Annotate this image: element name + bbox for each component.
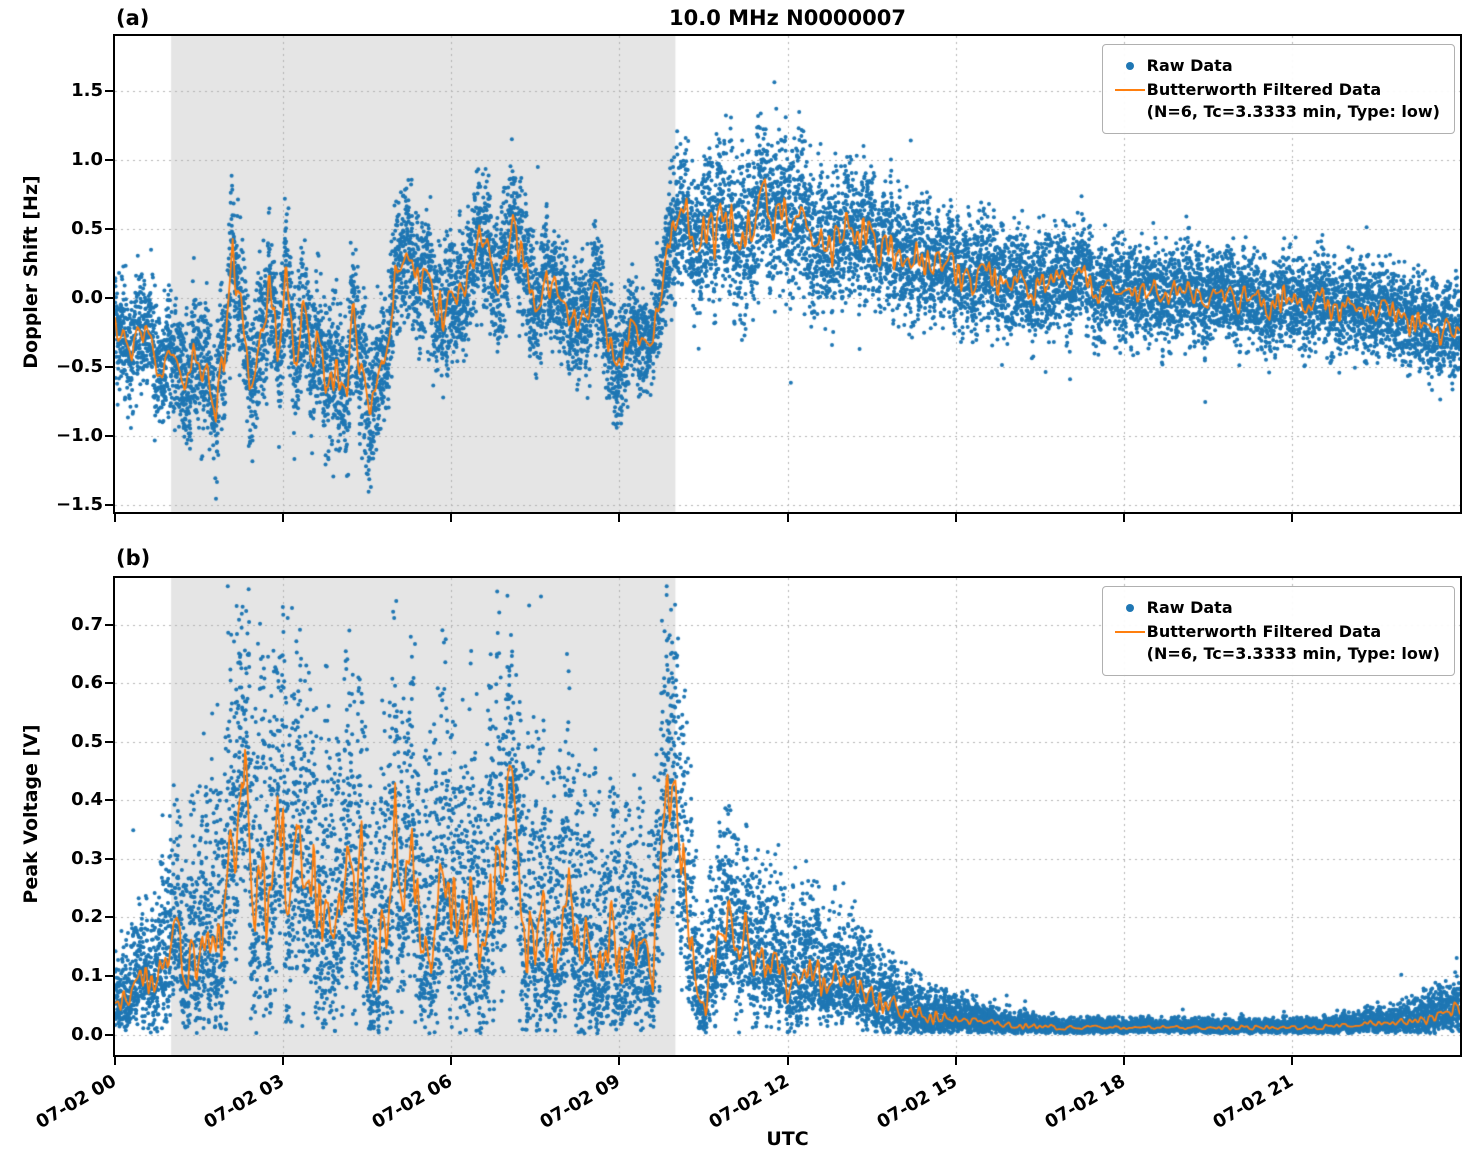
y-tick-label: 0.4 [71, 789, 103, 810]
tick-mark [618, 514, 620, 522]
panel-a-label: (a) [116, 6, 150, 30]
tick-mark [105, 1034, 113, 1036]
tick-mark [105, 741, 113, 743]
filtered-line-marker [1113, 79, 1147, 101]
panel-b-label: (b) [116, 546, 151, 570]
tick-mark [105, 366, 113, 368]
tick-mark [1291, 1057, 1293, 1065]
tick-mark [105, 159, 113, 161]
tick-mark [105, 624, 113, 626]
y-tick-label: 0.0 [71, 1024, 103, 1045]
tick-mark [105, 90, 113, 92]
y-tick-label: 0.6 [71, 672, 103, 693]
x-tick-label: 07-02 00 [32, 1070, 120, 1134]
tick-mark [787, 514, 789, 522]
tick-mark [1123, 514, 1125, 522]
y-tick-label: −1.5 [56, 494, 103, 515]
y-tick-label: 0.1 [71, 965, 103, 986]
tick-mark [1291, 514, 1293, 522]
tick-mark [105, 228, 113, 230]
legend-raw-label: Raw Data [1146, 598, 1233, 617]
tick-mark [282, 1057, 284, 1065]
legend-entry-filtered: Butterworth Filtered Data (N=6, Tc=3.3333… [1113, 621, 1440, 665]
legend-entry-filtered: Butterworth Filtered Data (N=6, Tc=3.3333… [1113, 79, 1440, 123]
legend-filtered-label: Butterworth Filtered Data [1146, 80, 1382, 99]
raw-data-dot-marker [1113, 597, 1147, 619]
y-tick-label: 0.2 [71, 906, 103, 927]
tick-mark [282, 514, 284, 522]
y-tick-label: 0.5 [71, 731, 103, 752]
scatter-dot-icon [1125, 604, 1134, 612]
tick-mark [1123, 1057, 1125, 1065]
legend-raw-label: Raw Data [1146, 56, 1233, 75]
y-tick-label: 1.5 [71, 80, 103, 101]
legend-entry-raw: Raw Data [1113, 55, 1440, 77]
y-tick-label: −0.5 [56, 356, 103, 377]
tick-mark [114, 514, 116, 522]
tick-mark [105, 297, 113, 299]
line-sample-icon [1114, 631, 1145, 633]
y-tick-label: 0.0 [71, 287, 103, 308]
tick-mark [105, 799, 113, 801]
tick-mark [618, 1057, 620, 1065]
tick-mark [114, 1057, 116, 1065]
y-tick-label: −1.0 [56, 425, 103, 446]
tick-mark [105, 858, 113, 860]
tick-mark [105, 504, 113, 506]
y-tick-label: 1.0 [71, 149, 103, 170]
tick-mark [105, 916, 113, 918]
raw-data-dot-marker [1113, 55, 1147, 77]
legend-filtered-sublabel: (N=6, Tc=3.3333 min, Type: low) [1146, 102, 1440, 121]
legend-entry-raw: Raw Data [1113, 597, 1440, 619]
y-tick-label: 0.3 [71, 848, 103, 869]
x-axis-label: UTC [766, 1128, 809, 1150]
tick-mark [450, 1057, 452, 1065]
tick-mark [787, 1057, 789, 1065]
tick-mark [105, 435, 113, 437]
line-sample-icon [1114, 89, 1145, 91]
scatter-dot-icon [1125, 62, 1134, 70]
legend-filtered-label: Butterworth Filtered Data [1146, 622, 1382, 641]
filtered-line-marker [1113, 621, 1147, 643]
tick-mark [105, 975, 113, 977]
chart-title: 10.0 MHz N0000007 [669, 6, 906, 30]
legend-filtered-sublabel: (N=6, Tc=3.3333 min, Type: low) [1146, 644, 1440, 663]
y-tick-label: 0.5 [71, 218, 103, 239]
panel-a-legend: Raw Data Butterworth Filtered Data (N=6, … [1101, 44, 1455, 134]
tick-mark [450, 514, 452, 522]
tick-mark [955, 1057, 957, 1065]
legend-filtered-text: Butterworth Filtered Data (N=6, Tc=3.3333… [1147, 621, 1440, 665]
tick-mark [105, 682, 113, 684]
panel-b-legend: Raw Data Butterworth Filtered Data (N=6, … [1101, 586, 1455, 676]
tick-mark [955, 514, 957, 522]
y-tick-label: 0.7 [71, 614, 103, 635]
legend-filtered-text: Butterworth Filtered Data (N=6, Tc=3.3333… [1147, 79, 1440, 123]
